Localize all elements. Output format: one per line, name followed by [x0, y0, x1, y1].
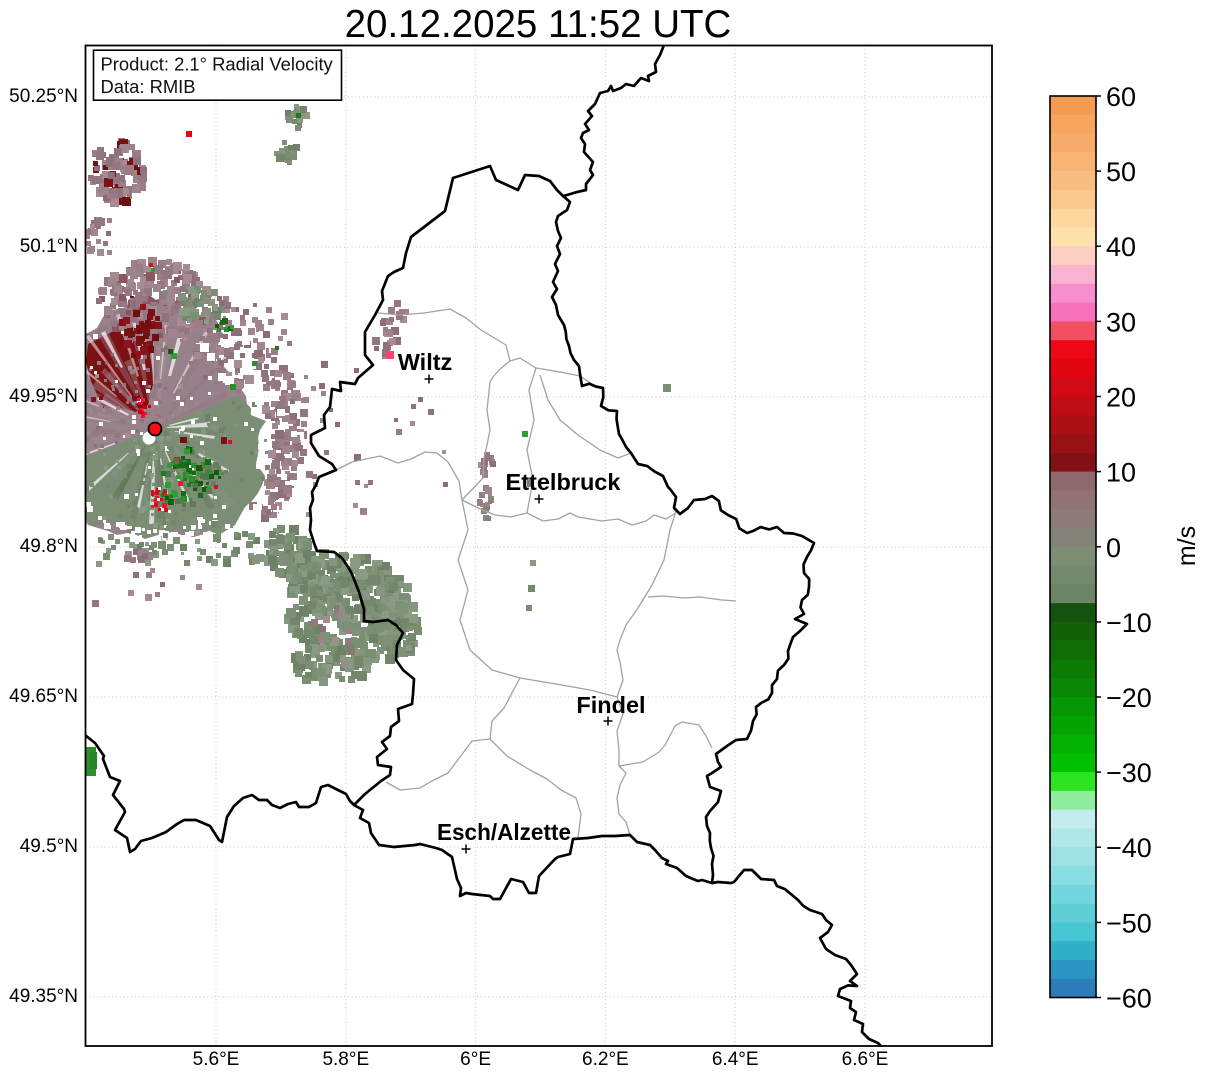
svg-text:10: 10	[1106, 458, 1136, 488]
svg-text:Findel: Findel	[576, 692, 645, 718]
svg-text:−20: −20	[1106, 683, 1152, 713]
svg-text:40: 40	[1106, 232, 1136, 262]
svg-text:50.25°N: 50.25°N	[9, 86, 78, 107]
svg-text:6.2°E: 6.2°E	[582, 1049, 629, 1070]
svg-text:−50: −50	[1106, 908, 1152, 938]
svg-text:Wiltz: Wiltz	[398, 349, 453, 375]
svg-text:30: 30	[1106, 307, 1136, 337]
svg-text:49.8°N: 49.8°N	[20, 536, 78, 557]
svg-text:49.35°N: 49.35°N	[9, 986, 78, 1007]
svg-text:Product: 2.1° Radial Velocity: Product: 2.1° Radial Velocity	[101, 54, 334, 75]
svg-text:Data: RMIB: Data: RMIB	[101, 76, 196, 97]
svg-text:Esch/Alzette: Esch/Alzette	[437, 819, 571, 845]
svg-text:20.12.2025 11:52 UTC: 20.12.2025 11:52 UTC	[345, 3, 732, 46]
svg-text:−30: −30	[1106, 758, 1152, 788]
svg-text:m/s: m/s	[1173, 526, 1201, 566]
svg-text:6.6°E: 6.6°E	[842, 1049, 889, 1070]
svg-text:Ettelbruck: Ettelbruck	[506, 469, 622, 495]
svg-text:50: 50	[1106, 157, 1136, 187]
svg-text:−10: −10	[1106, 608, 1152, 638]
svg-text:49.95°N: 49.95°N	[9, 386, 78, 407]
svg-text:6.4°E: 6.4°E	[712, 1049, 759, 1070]
svg-text:5.6°E: 5.6°E	[193, 1049, 240, 1070]
svg-text:−40: −40	[1106, 833, 1152, 863]
svg-text:−60: −60	[1106, 984, 1152, 1014]
svg-text:50.1°N: 50.1°N	[20, 236, 78, 257]
svg-text:49.65°N: 49.65°N	[9, 686, 78, 707]
svg-text:5.8°E: 5.8°E	[322, 1049, 369, 1070]
svg-text:20: 20	[1106, 383, 1136, 413]
svg-text:0: 0	[1106, 533, 1121, 563]
svg-text:49.5°N: 49.5°N	[20, 836, 78, 857]
svg-text:6°E: 6°E	[460, 1049, 491, 1070]
svg-text:60: 60	[1106, 82, 1136, 112]
